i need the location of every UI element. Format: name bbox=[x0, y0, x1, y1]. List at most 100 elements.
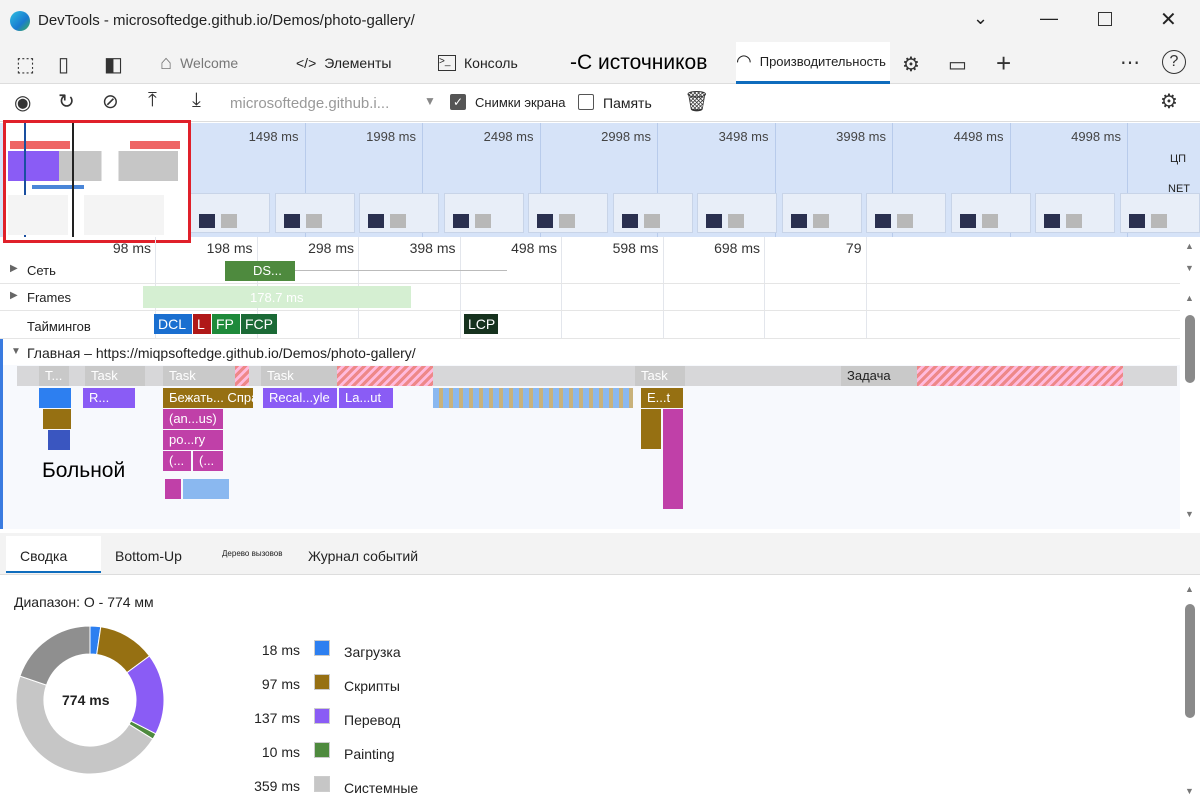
ruler-tick: 398 ms bbox=[409, 240, 456, 256]
marker-lcp[interactable]: LCP bbox=[464, 314, 498, 334]
device-emulation-icon[interactable]: ▯ bbox=[58, 54, 70, 76]
tab-label: -С источников bbox=[570, 51, 708, 74]
maximize-button[interactable] bbox=[1098, 12, 1112, 26]
screenshot-thumbnail[interactable] bbox=[443, 193, 524, 233]
marker-l[interactable]: L bbox=[193, 314, 211, 334]
cpu-chart bbox=[8, 151, 178, 181]
summary-scrollbar[interactable]: ▲ ▼ bbox=[1185, 584, 1195, 796]
long-task-hatch bbox=[235, 366, 249, 386]
screenshot-thumbnail[interactable] bbox=[1119, 193, 1200, 233]
task-block[interactable]: Task bbox=[163, 366, 239, 386]
upload-icon[interactable]: ⤒ bbox=[148, 89, 157, 111]
function-block[interactable]: (... bbox=[193, 451, 223, 471]
tab-bar: ⬚ ▯ ◧ ⌂ Welcome </> Элементы >_ Консоль -С … bbox=[0, 42, 1200, 84]
legend-value: 97 ms bbox=[261, 676, 300, 692]
task-block[interactable]: Задача bbox=[841, 366, 917, 386]
chevron-down-icon[interactable]: ⌄ bbox=[973, 8, 989, 28]
application-icon[interactable]: ▭ bbox=[948, 54, 967, 76]
reload-icon[interactable]: ↻ bbox=[58, 91, 75, 113]
add-tab-icon[interactable]: + bbox=[996, 48, 1012, 78]
screenshot-thumbnail[interactable] bbox=[528, 193, 608, 233]
tab-console[interactable]: >_ Консоль bbox=[438, 42, 518, 84]
tab-label: Элементы bbox=[324, 55, 392, 71]
screenshot-thumbnail[interactable] bbox=[274, 193, 355, 233]
donut-slice bbox=[19, 625, 91, 686]
track-label: Frames bbox=[27, 290, 72, 305]
overview-gridline bbox=[1127, 123, 1128, 237]
tab-elements[interactable]: </> Элементы bbox=[296, 42, 391, 84]
expand-icon[interactable]: ▶ bbox=[10, 290, 18, 301]
screenshot-thumbnail[interactable] bbox=[697, 193, 777, 233]
layout-block[interactable]: La...ut bbox=[339, 388, 393, 408]
tab-summary[interactable]: Сводка bbox=[6, 536, 101, 573]
tab-call-tree[interactable]: Дерево вызовов bbox=[222, 549, 283, 558]
tab-event-log[interactable]: Журнал событий bbox=[308, 548, 419, 564]
script-block[interactable]: Бежать... Спрашивать bbox=[163, 388, 253, 408]
task-block[interactable]: Task bbox=[261, 366, 337, 386]
tab-sources[interactable]: -С источников bbox=[570, 42, 707, 84]
screenshot-thumbnail[interactable] bbox=[950, 193, 1031, 233]
screenshot-thumbnail[interactable] bbox=[612, 193, 693, 233]
network-track[interactable]: ▶ Сеть DS... bbox=[0, 259, 1180, 284]
legend-label: Скрипты bbox=[344, 678, 400, 694]
clear-icon[interactable]: ⊘ bbox=[102, 91, 119, 113]
script-block[interactable]: E...t bbox=[641, 388, 683, 408]
inspect-icon[interactable]: ⬚ bbox=[16, 54, 35, 76]
collapse-icon[interactable]: ▼ bbox=[11, 346, 21, 357]
record-icon[interactable]: ◉ bbox=[14, 92, 32, 114]
tab-bottom-up[interactable]: Bottom-Up bbox=[115, 548, 182, 564]
edge-logo-icon bbox=[10, 11, 30, 31]
screenshot-thumbnail[interactable] bbox=[866, 193, 946, 233]
screenshot-thumbnail[interactable] bbox=[1035, 193, 1115, 233]
screenshot-thumbnail[interactable] bbox=[190, 193, 270, 233]
legend-label: Painting bbox=[344, 746, 395, 762]
recording-select[interactable]: microsoftedge.github.i... bbox=[230, 95, 390, 112]
sidebar-toggle-icon[interactable]: ◧ bbox=[104, 54, 123, 76]
marker-fcp[interactable]: FCP bbox=[241, 314, 277, 334]
screenshot-thumbnail[interactable] bbox=[359, 193, 439, 233]
main-track[interactable]: ▼ Главная – https://miqpsoftedge.github.… bbox=[0, 339, 1183, 529]
function-block[interactable]: (... bbox=[163, 451, 191, 471]
script-block bbox=[641, 409, 661, 449]
frames-track[interactable]: ▶ Frames 178.7 ms bbox=[0, 284, 1180, 311]
task-block[interactable]: Task bbox=[635, 366, 685, 386]
screenshot-thumbnail[interactable] bbox=[781, 193, 862, 233]
legend-label: Перевод bbox=[344, 712, 401, 728]
legend-value: 359 ms bbox=[254, 778, 300, 794]
function-block bbox=[165, 479, 181, 499]
event-block[interactable] bbox=[39, 388, 71, 408]
task-block[interactable]: T... bbox=[39, 366, 69, 386]
download-icon[interactable]: ⤓ bbox=[192, 89, 201, 111]
screenshots-checkbox[interactable]: ✓ bbox=[450, 94, 466, 110]
more-icon[interactable]: ⋯ bbox=[1120, 52, 1140, 74]
cpu-icon[interactable]: ⚙ bbox=[902, 54, 920, 76]
task-block[interactable]: Task bbox=[85, 366, 145, 386]
function-block[interactable]: po...ry bbox=[163, 430, 223, 450]
network-request[interactable]: DS... bbox=[253, 263, 282, 278]
marker-dcl[interactable]: DCL bbox=[154, 314, 192, 334]
event-block bbox=[433, 388, 633, 408]
overview-selection[interactable] bbox=[4, 123, 188, 237]
close-button[interactable]: ✕ bbox=[1160, 9, 1177, 31]
memory-checkbox[interactable] bbox=[578, 94, 594, 110]
marker-fp[interactable]: FP bbox=[212, 314, 240, 334]
expand-icon[interactable]: ▶ bbox=[10, 263, 18, 274]
rendering-block[interactable]: R... bbox=[83, 388, 135, 408]
time-ruler: 98 ms 198 ms 298 ms 398 ms 498 ms 598 ms 698 m… bbox=[0, 237, 1180, 259]
function-block[interactable]: (an...us) bbox=[163, 409, 223, 429]
legend-item: 359 ms Системные bbox=[240, 776, 440, 798]
timeline-scrollbar[interactable]: ▲ ▼ ▲ ▼ bbox=[1180, 237, 1200, 529]
recalc-style-block[interactable]: Recal...yle bbox=[263, 388, 337, 408]
settings-gear-icon[interactable]: ⚙ bbox=[1160, 91, 1178, 113]
trash-icon[interactable]: 🗑 bbox=[684, 91, 710, 113]
help-icon[interactable]: ? bbox=[1162, 50, 1186, 74]
legend-value: 10 ms bbox=[261, 744, 300, 760]
frame-duration[interactable]: 178.7 ms bbox=[250, 290, 304, 305]
window-title: DevTools - microsoftedge.github.io/Demos… bbox=[38, 12, 415, 29]
minimize-button[interactable]: — bbox=[1040, 8, 1058, 28]
summary-panel: Диапазон: О - 774 мм 774 ms 18 ms Загрузк… bbox=[0, 576, 1180, 800]
tab-performance[interactable]: ◠ Производительность bbox=[736, 42, 890, 84]
dropdown-arrow-icon[interactable]: ▼ bbox=[424, 94, 436, 108]
tab-welcome[interactable]: ⌂ Welcome bbox=[160, 42, 238, 84]
